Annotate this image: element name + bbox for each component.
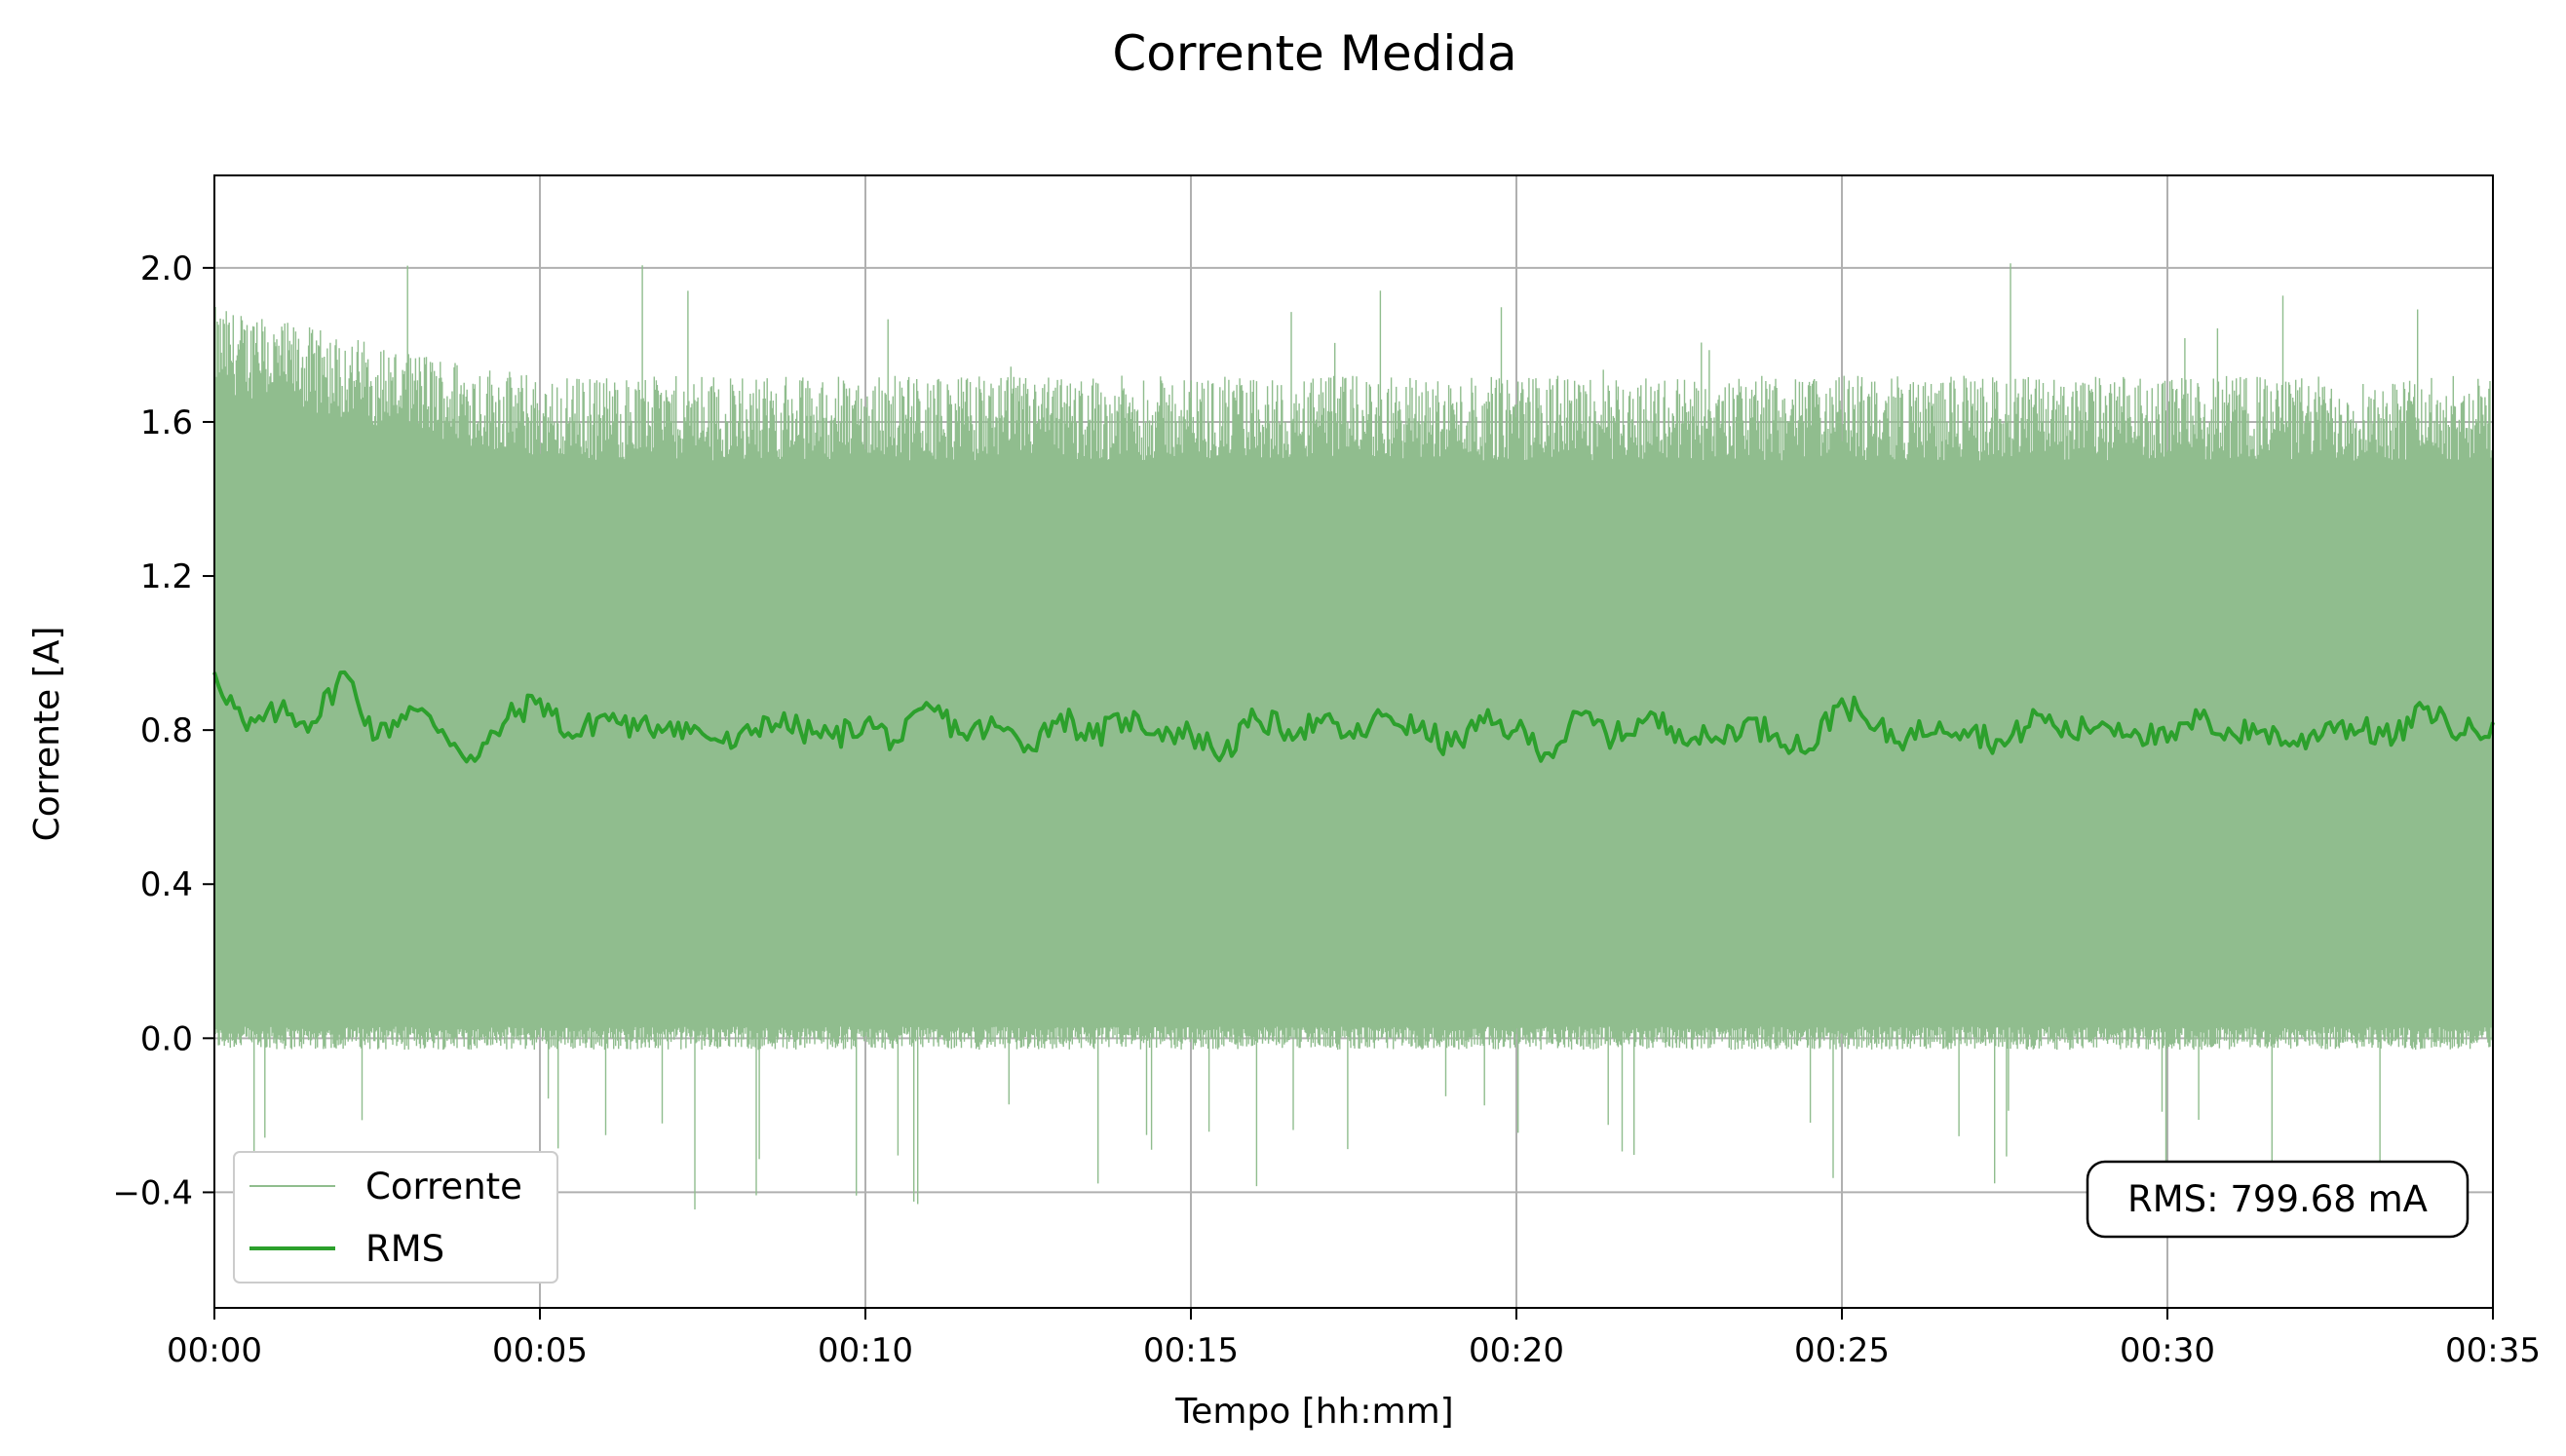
y-tick-label: 1.2 (140, 557, 193, 596)
y-axis-ticks: −0.4 0.0 0.4 0.8 1.2 1.6 2.0 (112, 249, 214, 1212)
y-tick-label: 1.6 (140, 403, 193, 442)
legend-label-corrente: Corrente (365, 1166, 522, 1207)
legend-label-rms: RMS (365, 1228, 444, 1270)
x-tick-label: 00:30 (2120, 1331, 2215, 1370)
rms-annotation-box (2086, 1160, 2470, 1239)
series-rms (212, 670, 2495, 764)
y-tick-label: 0.4 (140, 865, 193, 904)
x-tick-label: 00:35 (2445, 1331, 2541, 1370)
plot-frame (213, 174, 2494, 1309)
x-axis-ticks: 00:00 00:05 00:10 00:15 00:20 00:25 00:30 00:35 (167, 1308, 2541, 1370)
chart-title: Corrente Medida (1112, 25, 1516, 82)
rms-annotation-text: RMS: 799.68 mA (2127, 1178, 2428, 1220)
series-rms-line (212, 670, 2495, 764)
y-tick-label: 2.0 (140, 249, 193, 288)
y-tick-label: 0.8 (140, 711, 193, 750)
x-axis-label: Tempo [hh:mm] (1174, 1392, 1453, 1432)
x-tick-label: 00:00 (167, 1331, 262, 1370)
rms-annotation: RMS: 799.68 mA (2086, 1160, 2470, 1239)
y-tick-label: −0.4 (112, 1173, 193, 1212)
x-tick-label: 00:05 (492, 1331, 588, 1370)
x-tick-label: 00:20 (1469, 1331, 1564, 1370)
x-tick-label: 00:25 (1794, 1331, 1890, 1370)
x-tick-label: 00:10 (818, 1331, 913, 1370)
legend: Corrente RMS (233, 1151, 558, 1284)
x-tick-label: 00:15 (1143, 1331, 1239, 1370)
y-axis-label: Corrente [A] (27, 627, 67, 842)
y-tick-label: 0.0 (140, 1019, 193, 1058)
